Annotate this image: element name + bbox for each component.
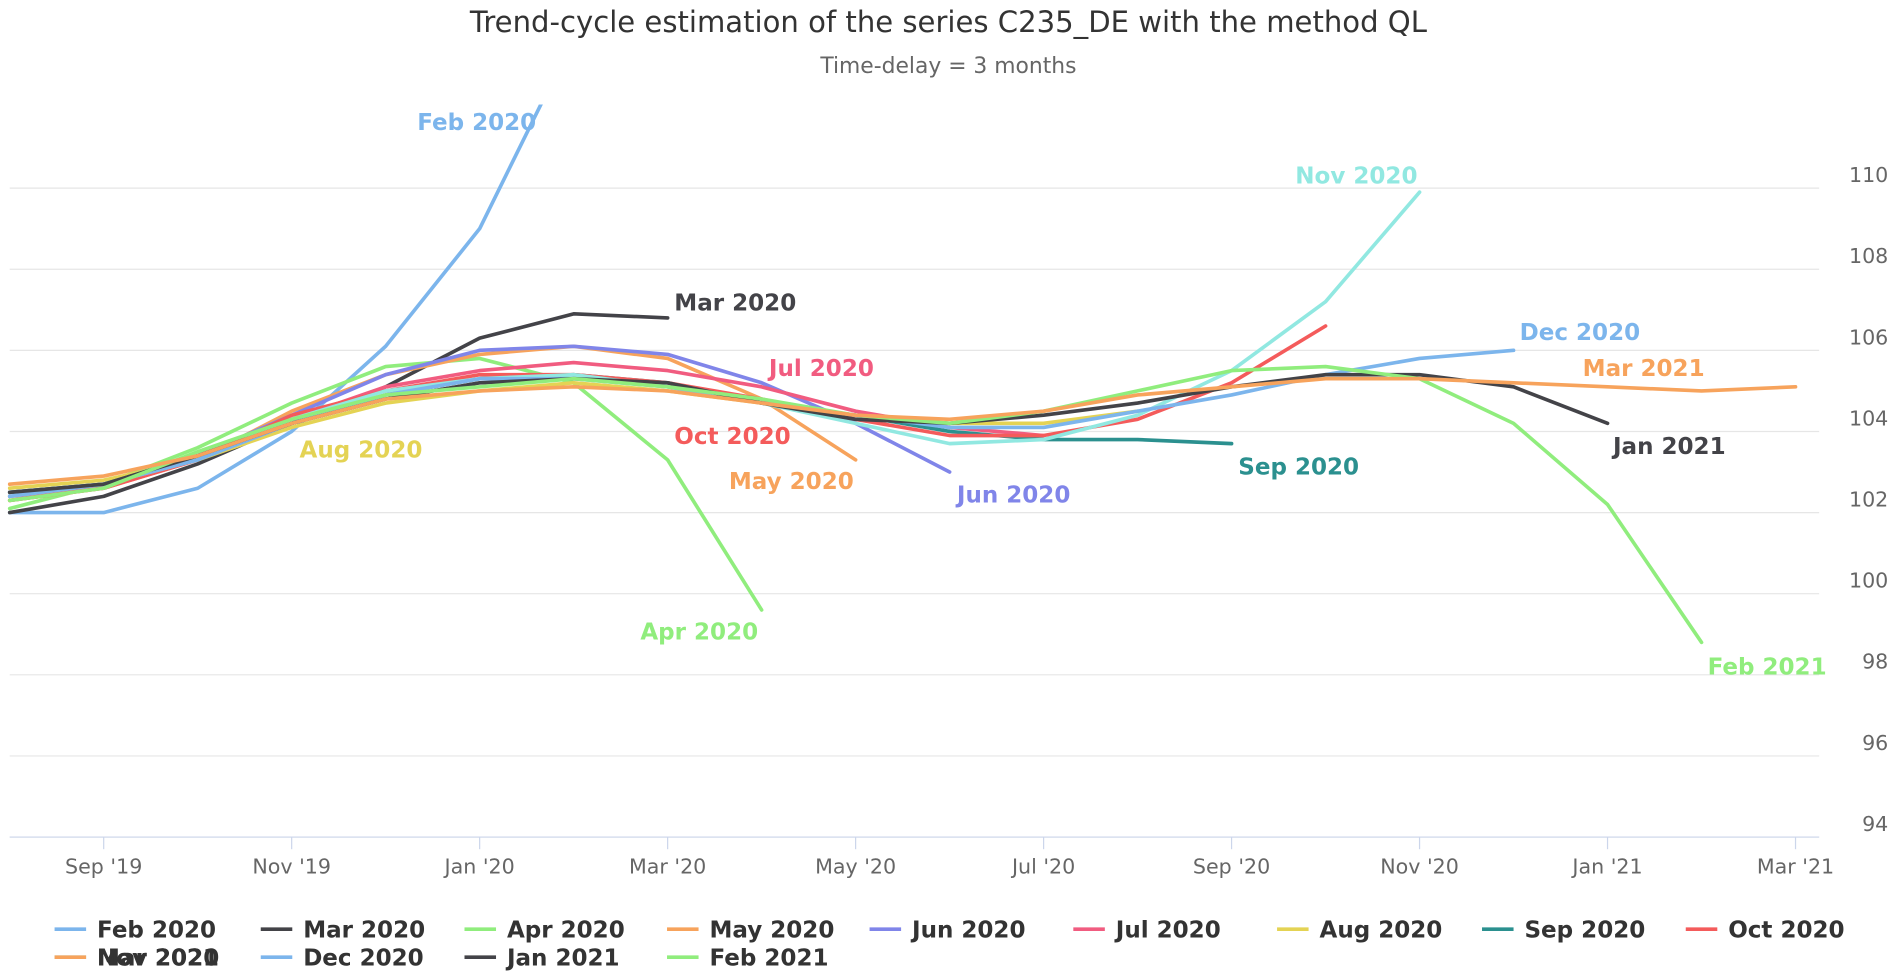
x-tick-label: Jan '21 bbox=[1570, 854, 1642, 878]
y-tick-label: 108 bbox=[1849, 244, 1888, 268]
legend-label: Dec 2020 bbox=[303, 946, 424, 972]
chart-title: Trend-cycle estimation of the series C23… bbox=[469, 5, 1428, 39]
series-label: Feb 2021 bbox=[1708, 655, 1827, 681]
legend-label: Feb 2021 bbox=[709, 946, 828, 972]
x-tick-label: Jan '20 bbox=[443, 854, 515, 878]
series-label: May 2020 bbox=[729, 469, 854, 495]
legend-label: May 2020 bbox=[709, 918, 834, 944]
plot-lines bbox=[7, 104, 1798, 645]
series-label: Dec 2020 bbox=[1520, 320, 1641, 346]
x-tick-label: Mar '21 bbox=[1757, 854, 1834, 878]
y-tick-label: 104 bbox=[1849, 406, 1888, 430]
y-tick-label: 98 bbox=[1862, 650, 1888, 674]
series-label: Nov 2020 bbox=[1295, 163, 1417, 189]
x-tick-label: Jul '20 bbox=[1010, 854, 1075, 878]
y-tick-label: 106 bbox=[1849, 325, 1888, 349]
series-line bbox=[7, 364, 1704, 645]
legend: Feb 2020 Mar 2020 Apr 2020 May 2020 Jun 2020… bbox=[54, 918, 1845, 972]
y-tick-label: 100 bbox=[1849, 569, 1888, 593]
series-label: Sep 2020 bbox=[1238, 454, 1359, 480]
x-tick-label: Nov '20 bbox=[1380, 854, 1459, 878]
legend-label: Feb 2020 bbox=[97, 918, 216, 944]
legend-label: Sep 2020 bbox=[1524, 918, 1645, 944]
grid: 94 96 98 100 102 104 106 108 110 Sep '19 Nov '19 Ja… bbox=[9, 163, 1888, 878]
legend-label: Jan 2021 bbox=[505, 946, 620, 972]
series-label: Jul 2020 bbox=[767, 356, 874, 382]
series-label: Apr 2020 bbox=[640, 619, 758, 645]
series-line bbox=[7, 104, 543, 515]
series-line bbox=[7, 376, 1798, 487]
legend-label: Jul 2020 bbox=[1114, 918, 1221, 944]
series-label: Mar 2021 bbox=[1583, 356, 1705, 382]
series-labels: Feb 2020 Mar 2020 Apr 2020 May 2020 Jun 2020… bbox=[300, 110, 1827, 681]
series-label: Jan 2021 bbox=[1611, 434, 1726, 460]
series-label: Aug 2020 bbox=[300, 437, 423, 463]
legend-label: Mar 2021 bbox=[97, 946, 219, 972]
series-label: Jun 2020 bbox=[955, 482, 1070, 508]
x-tick-label: Nov '19 bbox=[252, 854, 331, 878]
x-tick-label: Mar '20 bbox=[629, 854, 706, 878]
y-tick-label: 110 bbox=[1849, 163, 1888, 187]
legend-label: Nov 2020 bbox=[97, 946, 219, 972]
y-tick-label: 94 bbox=[1862, 812, 1888, 836]
legend-label: Mar 2020 bbox=[303, 918, 425, 944]
x-tick-label: Sep '20 bbox=[1193, 854, 1270, 878]
legend-label: Aug 2020 bbox=[1320, 918, 1443, 944]
legend-label: Jun 2020 bbox=[910, 918, 1025, 944]
x-tick-label: May '20 bbox=[815, 854, 896, 878]
chart-subtitle: Time-delay = 3 months bbox=[819, 54, 1076, 79]
y-tick-label: 102 bbox=[1849, 488, 1888, 512]
series-label: Feb 2020 bbox=[417, 110, 536, 136]
series-label: Oct 2020 bbox=[674, 424, 790, 450]
series-label: Mar 2020 bbox=[674, 291, 796, 317]
legend-label: Apr 2020 bbox=[507, 918, 625, 944]
y-tick-label: 96 bbox=[1862, 731, 1888, 755]
x-tick-label: Sep '19 bbox=[65, 854, 142, 878]
legend-label: Oct 2020 bbox=[1728, 918, 1844, 944]
